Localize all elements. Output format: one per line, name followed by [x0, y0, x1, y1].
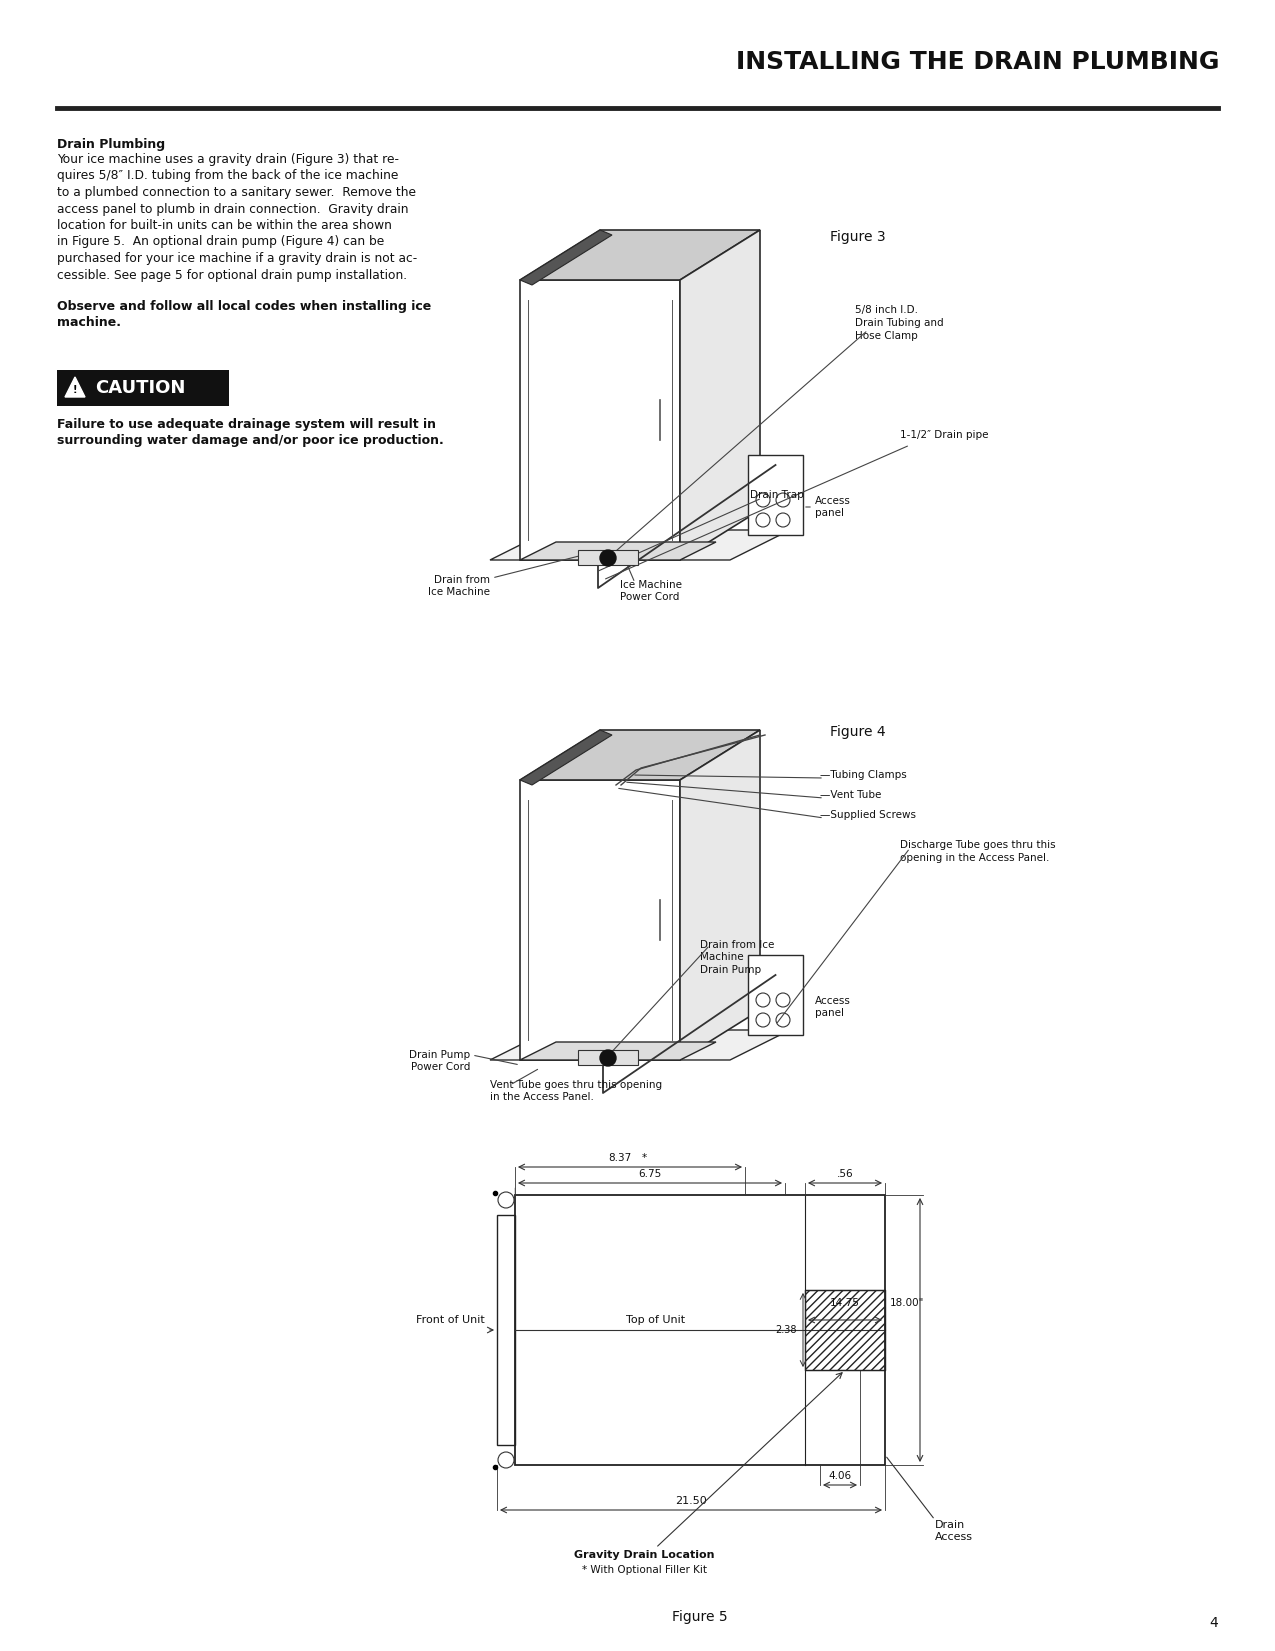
Text: INSTALLING THE DRAIN PLUMBING: INSTALLING THE DRAIN PLUMBING: [737, 50, 1220, 74]
Text: .56: .56: [836, 1169, 853, 1179]
Circle shape: [776, 494, 790, 507]
Polygon shape: [520, 542, 717, 560]
Circle shape: [499, 1192, 514, 1209]
Text: 1-1/2″ Drain pipe: 1-1/2″ Drain pipe: [900, 429, 988, 441]
Circle shape: [776, 513, 790, 527]
Text: —Supplied Screws: —Supplied Screws: [820, 811, 915, 821]
Text: 4: 4: [1209, 1616, 1218, 1630]
Circle shape: [499, 1451, 514, 1468]
Text: Front of Unit: Front of Unit: [416, 1314, 484, 1326]
Polygon shape: [520, 1042, 717, 1060]
Text: Top of Unit: Top of Unit: [626, 1314, 685, 1326]
Polygon shape: [490, 530, 790, 560]
Text: !: !: [73, 385, 78, 395]
Text: Observe and follow all local codes when installing ice: Observe and follow all local codes when …: [57, 300, 431, 314]
Text: Drain Pump
Power Cord: Drain Pump Power Cord: [409, 1050, 470, 1073]
FancyBboxPatch shape: [57, 370, 230, 406]
Circle shape: [756, 1014, 770, 1027]
Polygon shape: [578, 550, 638, 565]
Text: in Figure 5.  An optional drain pump (Figure 4) can be: in Figure 5. An optional drain pump (Fig…: [57, 236, 384, 249]
Text: Ice Machine
Power Cord: Ice Machine Power Cord: [620, 580, 682, 603]
Text: Drain Trap: Drain Trap: [750, 490, 803, 500]
Circle shape: [756, 494, 770, 507]
Text: to a plumbed connection to a sanitary sewer.  Remove the: to a plumbed connection to a sanitary se…: [57, 187, 416, 200]
Bar: [497, 1215, 515, 1445]
Text: 5/8 inch I.D.
Drain Tubing and
Hose Clamp: 5/8 inch I.D. Drain Tubing and Hose Clam…: [856, 305, 944, 342]
Text: Drain
Access: Drain Access: [935, 1521, 973, 1542]
Text: 4.06: 4.06: [829, 1471, 852, 1481]
Text: —Vent Tube: —Vent Tube: [820, 789, 881, 801]
Text: *: *: [643, 1152, 648, 1162]
Text: Discharge Tube goes thru this
opening in the Access Panel.: Discharge Tube goes thru this opening in…: [900, 840, 1056, 863]
Text: —Tubing Clamps: —Tubing Clamps: [820, 769, 907, 779]
Polygon shape: [748, 954, 803, 1035]
Text: 14.75: 14.75: [830, 1298, 859, 1308]
Polygon shape: [520, 730, 612, 784]
Text: 2.38: 2.38: [775, 1326, 797, 1336]
Text: 18.00": 18.00": [890, 1298, 924, 1308]
Text: quires 5/8″ I.D. tubing from the back of the ice machine: quires 5/8″ I.D. tubing from the back of…: [57, 170, 398, 183]
Text: location for built-in units can be within the area shown: location for built-in units can be withi…: [57, 220, 391, 233]
Text: CAUTION: CAUTION: [96, 380, 185, 396]
Polygon shape: [520, 779, 680, 1060]
Text: access panel to plumb in drain connection.  Gravity drain: access panel to plumb in drain connectio…: [57, 203, 408, 216]
Text: Access
panel: Access panel: [815, 495, 850, 518]
Text: Figure 3: Figure 3: [830, 229, 886, 244]
Polygon shape: [680, 229, 760, 560]
Polygon shape: [578, 1050, 638, 1065]
Text: surrounding water damage and/or poor ice production.: surrounding water damage and/or poor ice…: [57, 434, 444, 447]
Text: 6.75: 6.75: [639, 1169, 662, 1179]
Text: machine.: machine.: [57, 315, 121, 329]
Text: purchased for your ice machine if a gravity drain is not ac-: purchased for your ice machine if a grav…: [57, 253, 417, 266]
Circle shape: [776, 1014, 790, 1027]
Polygon shape: [520, 730, 760, 779]
Circle shape: [601, 1050, 616, 1067]
Text: * With Optional Filler Kit: * With Optional Filler Kit: [581, 1565, 708, 1575]
Polygon shape: [490, 1030, 790, 1060]
Text: Gravity Drain Location: Gravity Drain Location: [574, 1550, 715, 1560]
Text: Figure 4: Figure 4: [830, 725, 886, 740]
Text: Access
panel: Access panel: [815, 996, 850, 1019]
Text: Drain from Ice
Machine
Drain Pump: Drain from Ice Machine Drain Pump: [700, 939, 774, 974]
Polygon shape: [520, 229, 760, 281]
Text: cessible. See page 5 for optional drain pump installation.: cessible. See page 5 for optional drain …: [57, 269, 407, 282]
Polygon shape: [520, 229, 612, 286]
Polygon shape: [65, 376, 85, 396]
Circle shape: [776, 992, 790, 1007]
Circle shape: [601, 550, 616, 566]
Text: Your ice machine uses a gravity drain (Figure 3) that re-: Your ice machine uses a gravity drain (F…: [57, 154, 399, 167]
Text: Figure 5: Figure 5: [672, 1610, 728, 1625]
Text: Vent Tube goes thru this opening
in the Access Panel.: Vent Tube goes thru this opening in the …: [490, 1080, 662, 1103]
Text: Failure to use adequate drainage system will result in: Failure to use adequate drainage system …: [57, 418, 436, 431]
Text: Drain from
Ice Machine: Drain from Ice Machine: [428, 575, 490, 598]
Text: 21.50: 21.50: [676, 1496, 706, 1506]
Bar: [805, 1289, 885, 1370]
Text: Drain Plumbing: Drain Plumbing: [57, 139, 166, 150]
Polygon shape: [520, 281, 680, 560]
Text: 8.37: 8.37: [608, 1152, 631, 1162]
Bar: [515, 1195, 885, 1464]
Circle shape: [756, 513, 770, 527]
Polygon shape: [680, 730, 760, 1060]
Polygon shape: [748, 456, 803, 535]
Circle shape: [756, 992, 770, 1007]
